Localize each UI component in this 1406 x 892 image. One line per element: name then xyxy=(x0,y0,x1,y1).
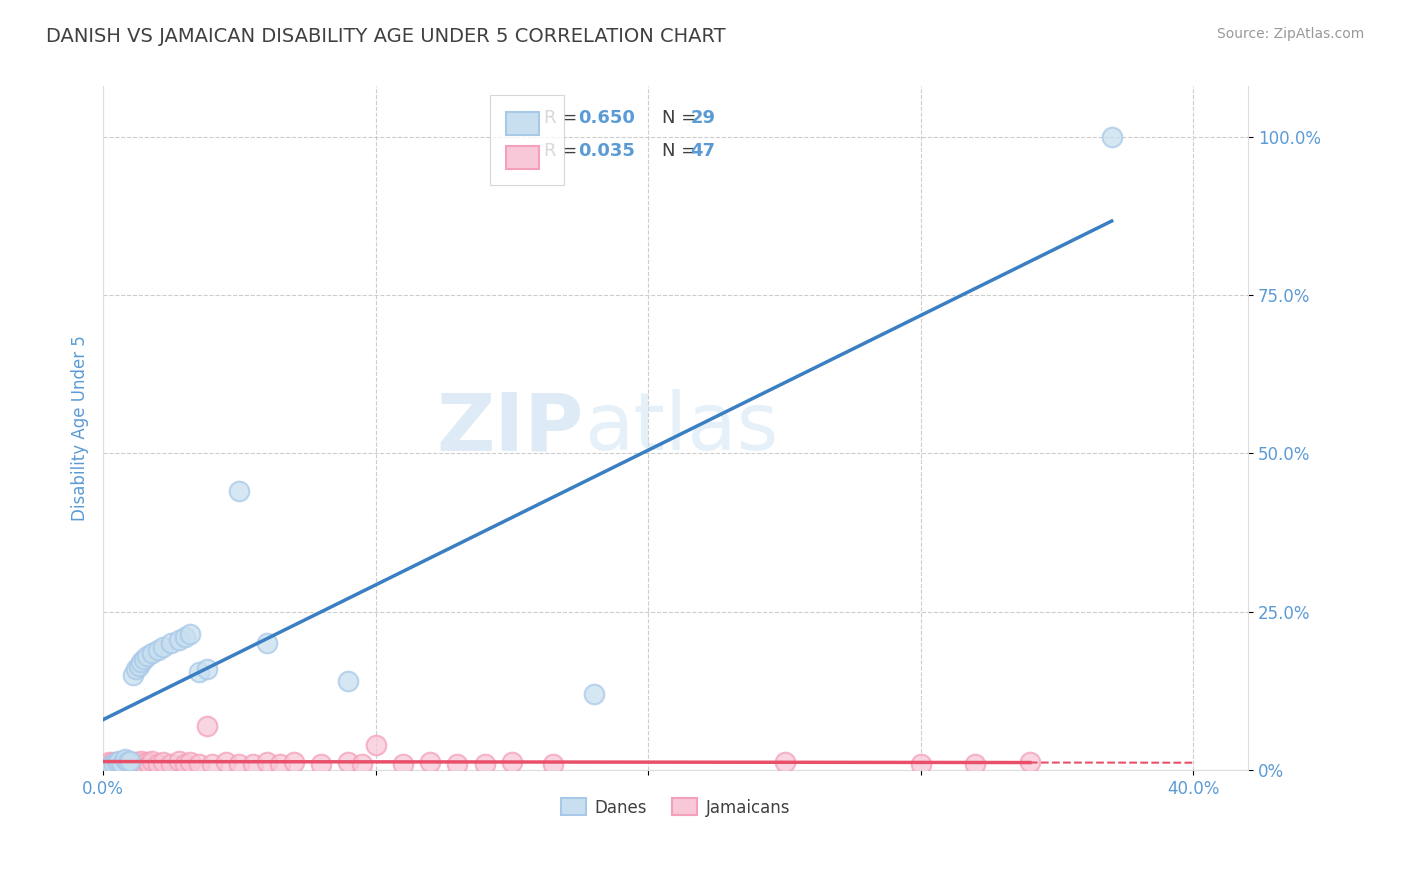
Point xyxy=(105,756,128,770)
Text: 47: 47 xyxy=(690,143,716,161)
Point xyxy=(501,756,523,770)
Point xyxy=(541,756,564,771)
Text: ZIP: ZIP xyxy=(437,389,583,467)
Point xyxy=(179,627,201,641)
Y-axis label: Disability Age Under 5: Disability Age Under 5 xyxy=(72,335,89,521)
Point xyxy=(201,756,224,771)
Point xyxy=(103,756,125,771)
Text: 29: 29 xyxy=(690,110,716,128)
Point xyxy=(256,636,278,650)
Text: 0.650: 0.650 xyxy=(578,110,636,128)
Point xyxy=(160,636,183,650)
Point xyxy=(97,756,120,770)
Point xyxy=(103,756,125,770)
Point xyxy=(337,756,360,770)
Point xyxy=(122,668,145,682)
Point xyxy=(146,756,169,771)
Point xyxy=(141,646,163,660)
Point xyxy=(228,756,250,771)
Point xyxy=(965,756,987,771)
Point xyxy=(125,756,148,770)
Point xyxy=(242,756,264,771)
Text: 0.035: 0.035 xyxy=(578,143,636,161)
Point xyxy=(392,756,415,771)
Point xyxy=(337,674,360,689)
Point xyxy=(129,656,152,670)
Point xyxy=(1101,130,1123,145)
Text: atlas: atlas xyxy=(583,389,779,467)
Point xyxy=(114,754,136,768)
Point xyxy=(146,642,169,657)
Point xyxy=(108,754,131,768)
Text: DANISH VS JAMAICAN DISABILITY AGE UNDER 5 CORRELATION CHART: DANISH VS JAMAICAN DISABILITY AGE UNDER … xyxy=(46,27,725,45)
Point xyxy=(135,648,157,663)
Text: N =: N = xyxy=(662,110,702,128)
Point xyxy=(128,658,150,673)
Point xyxy=(773,756,796,770)
Text: Source: ZipAtlas.com: Source: ZipAtlas.com xyxy=(1216,27,1364,41)
Point xyxy=(105,756,128,771)
Point xyxy=(94,756,117,771)
Point xyxy=(160,756,183,771)
Text: R =: R = xyxy=(544,143,583,161)
Point xyxy=(195,662,218,676)
Point xyxy=(141,754,163,768)
Point xyxy=(138,756,160,771)
Point xyxy=(179,756,201,770)
Point xyxy=(100,758,122,772)
Point xyxy=(446,756,468,771)
Point xyxy=(128,756,150,771)
Point xyxy=(174,630,197,644)
Point xyxy=(125,662,148,676)
Point xyxy=(100,756,122,771)
Point xyxy=(228,484,250,499)
Point xyxy=(111,756,134,771)
Point xyxy=(364,738,387,752)
Point xyxy=(419,756,441,770)
Point xyxy=(269,756,291,771)
Point xyxy=(122,756,145,771)
Point xyxy=(97,760,120,774)
Point xyxy=(582,687,605,701)
Point xyxy=(474,756,496,771)
Text: N =: N = xyxy=(662,143,702,161)
Point xyxy=(117,756,139,770)
Point xyxy=(117,756,139,771)
Point xyxy=(256,756,278,770)
Point xyxy=(215,756,238,770)
Point xyxy=(152,756,174,770)
Point xyxy=(108,756,131,770)
Point xyxy=(111,756,134,771)
Point xyxy=(283,756,305,770)
Point xyxy=(129,754,152,768)
Point xyxy=(132,756,155,771)
Legend: Danes, Jamaicans: Danes, Jamaicans xyxy=(554,792,797,823)
Point xyxy=(174,756,197,771)
Point xyxy=(152,640,174,654)
Point xyxy=(135,756,157,770)
Point xyxy=(309,756,332,771)
Point xyxy=(169,633,191,648)
Point xyxy=(910,756,932,771)
Point xyxy=(187,756,209,771)
Point xyxy=(114,751,136,765)
Point xyxy=(169,754,191,768)
Point xyxy=(120,756,142,770)
Point xyxy=(195,719,218,733)
Point xyxy=(120,754,142,768)
Point xyxy=(187,665,209,679)
Point xyxy=(132,652,155,666)
Point xyxy=(352,756,374,771)
Text: R =: R = xyxy=(544,110,583,128)
Point xyxy=(1019,756,1042,770)
